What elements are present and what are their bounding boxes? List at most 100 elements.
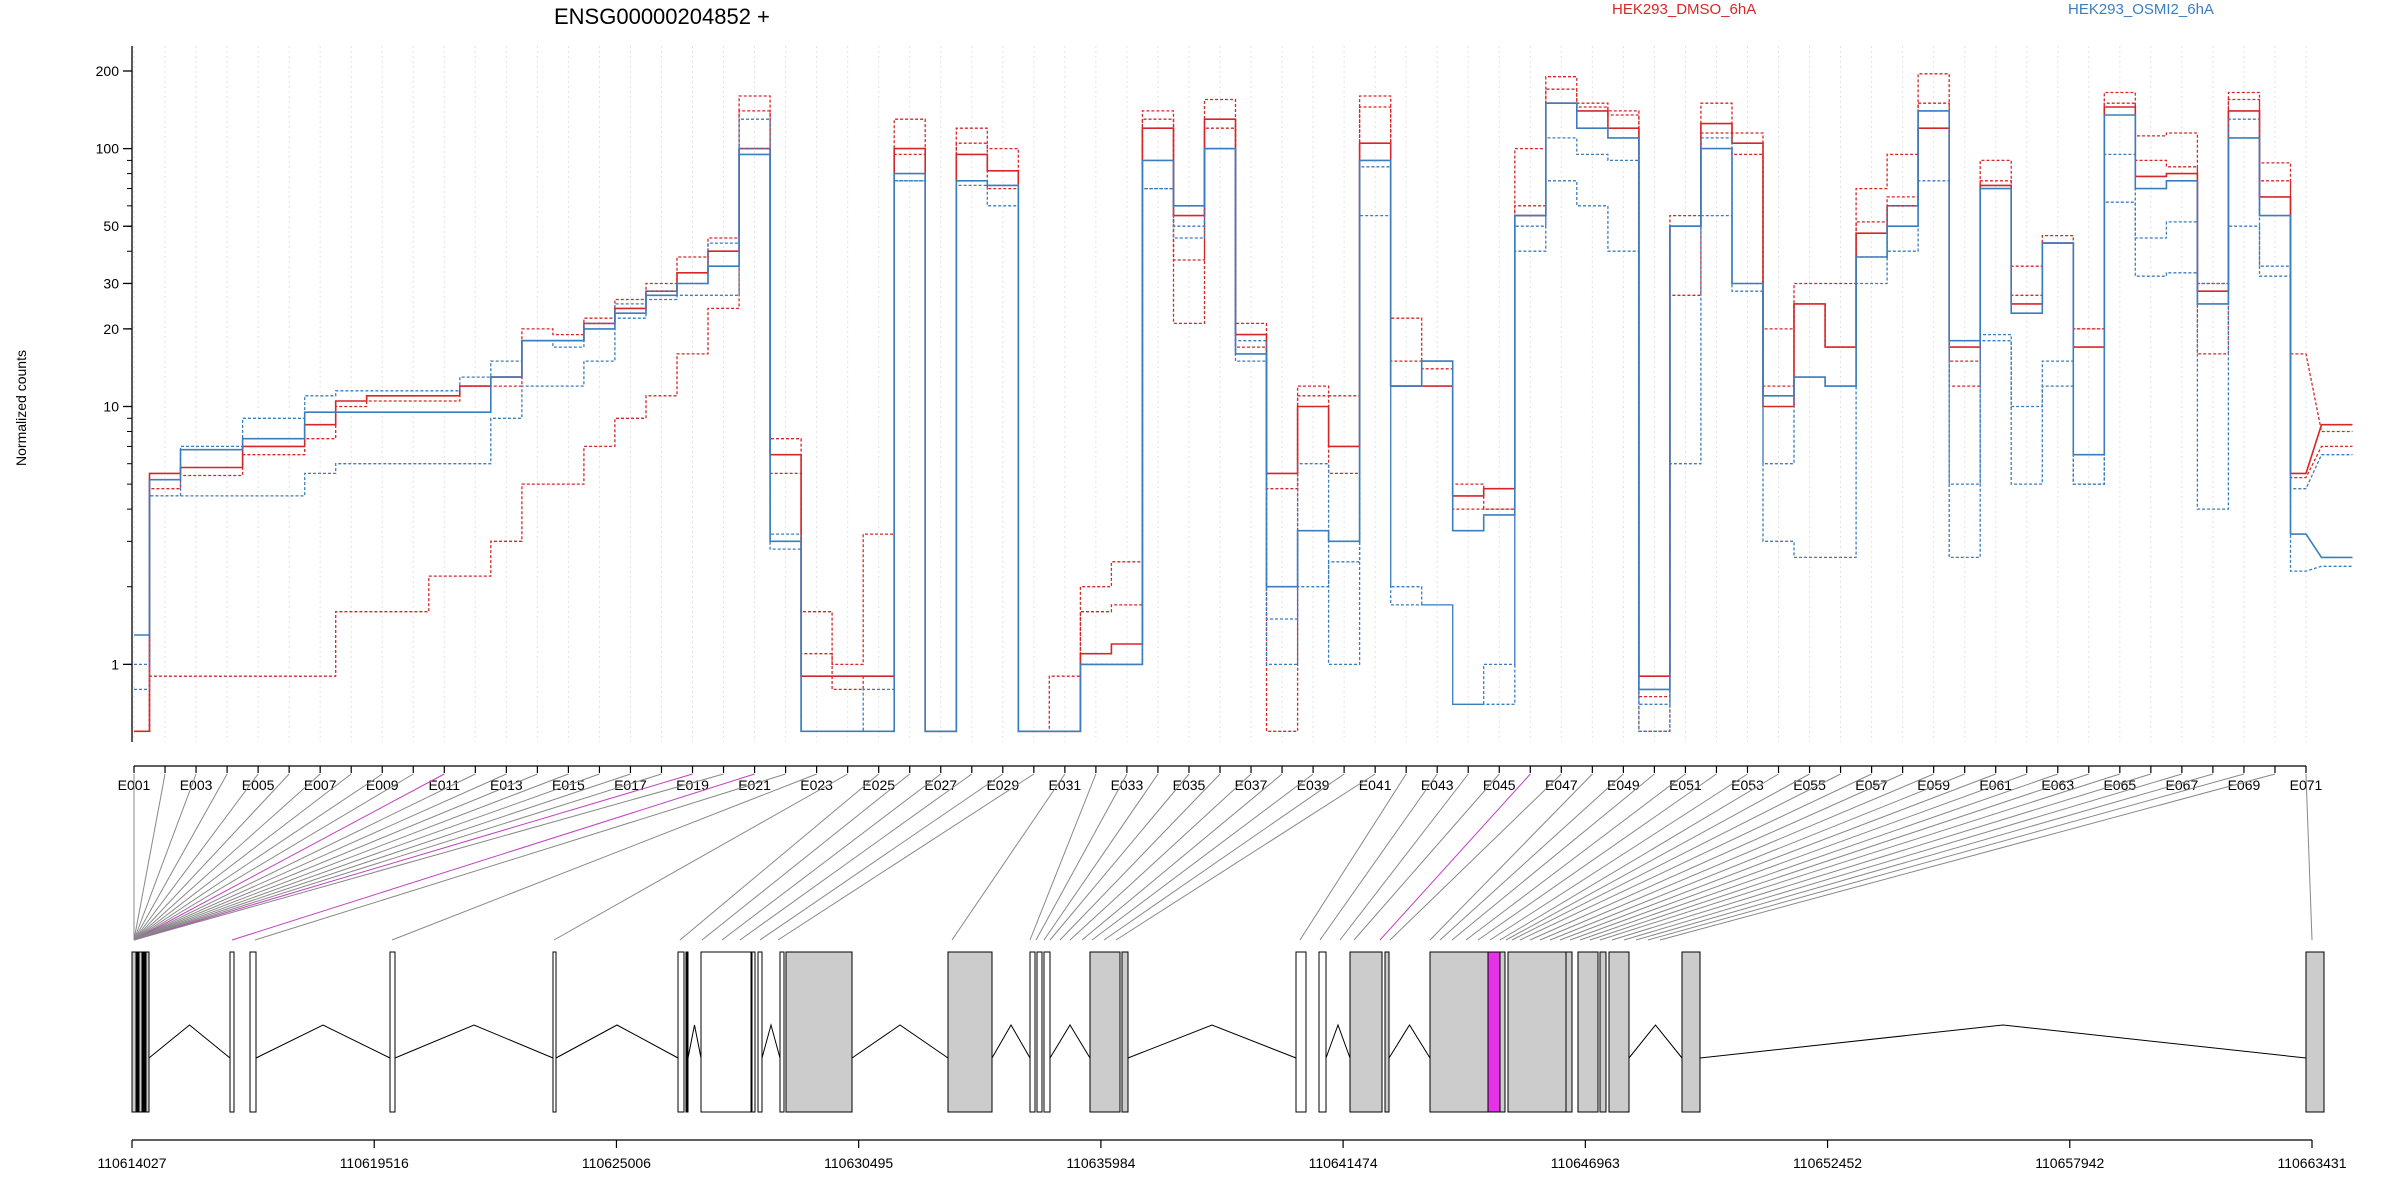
exon-connector	[1623, 773, 2183, 941]
exon-block	[1507, 951, 1567, 1113]
exon-block	[145, 951, 150, 1113]
exon-connector	[1043, 773, 1159, 941]
exon-block	[779, 951, 785, 1113]
exon-connector	[1439, 773, 1624, 941]
y-tick-label: 50	[103, 218, 119, 234]
exon-connector	[951, 773, 1066, 941]
exon-block	[1577, 951, 1599, 1113]
exon-connector	[1339, 773, 1469, 941]
exon-connector	[133, 773, 476, 941]
exon-tick-label: E041	[1359, 777, 1392, 793]
exon-block	[1089, 951, 1121, 1113]
exon-connector	[1049, 773, 1190, 941]
exon-block	[1036, 951, 1043, 1113]
exon-block	[1318, 951, 1327, 1113]
exon-tick-label: E031	[1049, 777, 1082, 793]
exon-connector	[1389, 773, 1562, 941]
legend-entry-dmso: HEK293_DMSO_6hA	[1612, 1, 1756, 18]
legend-entry-osmi2: HEK293_OSMI2_6hA	[2068, 1, 2214, 18]
coord-label: 110635984	[1066, 1155, 1135, 1171]
exon-connector	[133, 773, 197, 941]
exon-connector	[133, 773, 290, 941]
exon-block	[947, 951, 993, 1113]
exon-connector	[133, 773, 383, 941]
exon-connector	[1635, 773, 2214, 941]
series-line-3	[134, 88, 2353, 732]
coord-label: 110652452	[1793, 1155, 1862, 1171]
coord-label: 110641474	[1309, 1155, 1378, 1171]
exon-connector	[1115, 773, 1376, 941]
exon-block	[131, 951, 137, 1113]
chart-title: ENSG00000204852 +	[554, 4, 770, 29]
exon-tick-label: E005	[242, 777, 275, 793]
exon-block	[1295, 951, 1307, 1113]
intron-line	[761, 1023, 781, 1059]
exon-connector	[1299, 773, 1407, 941]
exon-tick-label: E017	[614, 777, 647, 793]
y-tick-label: 100	[96, 141, 120, 157]
exon-connector	[254, 773, 786, 941]
exon-connector	[1559, 773, 1996, 941]
y-tick-label: 10	[103, 398, 119, 414]
exon-connector	[1519, 773, 1872, 941]
exon-tick-label: E065	[2103, 777, 2136, 793]
exon-connector	[1059, 773, 1221, 941]
exon-block	[1349, 951, 1383, 1113]
exon-tick-label: E011	[428, 777, 460, 793]
exon-block	[1121, 951, 1129, 1113]
exon-block	[1608, 951, 1630, 1113]
series-line-6	[134, 110, 2353, 732]
exon-connector	[1091, 773, 1314, 941]
exon-connector	[133, 773, 600, 941]
coord-label: 110646963	[1551, 1155, 1620, 1171]
exon-block	[757, 951, 763, 1113]
intron-line	[1699, 1024, 2307, 1059]
intron-line	[1127, 1024, 1297, 1059]
exon-tick-label: E051	[1669, 777, 1702, 793]
exon-tick-label: E013	[490, 777, 523, 793]
intron-line	[148, 1024, 231, 1059]
exon-connector	[133, 773, 724, 941]
exon-connector	[133, 773, 507, 941]
exon-block	[1029, 951, 1036, 1113]
exon-block	[142, 951, 146, 1113]
exon-connector	[133, 773, 569, 941]
exon-connector	[1659, 773, 2276, 941]
exon-connector	[1647, 773, 2245, 941]
exon-connector	[133, 773, 414, 941]
exon-connector	[1569, 773, 2027, 941]
exon-connector	[133, 773, 631, 941]
exon-connector	[133, 773, 538, 941]
intron-line	[1628, 1024, 1683, 1059]
exon-block	[249, 951, 257, 1113]
exon-connector	[1069, 773, 1252, 941]
exon-connector	[1353, 773, 1500, 941]
exon-connector	[1549, 773, 1965, 941]
coord-label: 110625006	[582, 1155, 651, 1171]
exon-tick-label: E057	[1855, 777, 1888, 793]
exon-connector	[1505, 773, 1810, 941]
exon-connector	[701, 773, 911, 941]
exon-connector	[721, 773, 942, 941]
exon-connector	[1029, 773, 1097, 941]
exon-connector	[1319, 773, 1438, 941]
exon-tick-label: E055	[1793, 777, 1826, 793]
exon-connector	[133, 773, 259, 941]
exon-block	[1681, 951, 1701, 1113]
exon-block	[751, 951, 756, 1113]
exon-connector	[1379, 773, 1531, 941]
exon-block	[700, 951, 752, 1113]
exon-connector	[739, 773, 973, 941]
series-lines	[134, 73, 2353, 733]
exon-connector	[1599, 773, 2120, 941]
exon-tick-label: E019	[676, 777, 709, 793]
exon-connector	[1511, 773, 1841, 941]
y-axis-label: Normalized counts	[13, 350, 29, 466]
exon-connector	[133, 773, 321, 941]
intron-line	[1049, 1024, 1091, 1059]
intron-line	[991, 1023, 1031, 1059]
exon-tick-label: E047	[1545, 777, 1578, 793]
coord-label: 110619516	[340, 1155, 409, 1171]
